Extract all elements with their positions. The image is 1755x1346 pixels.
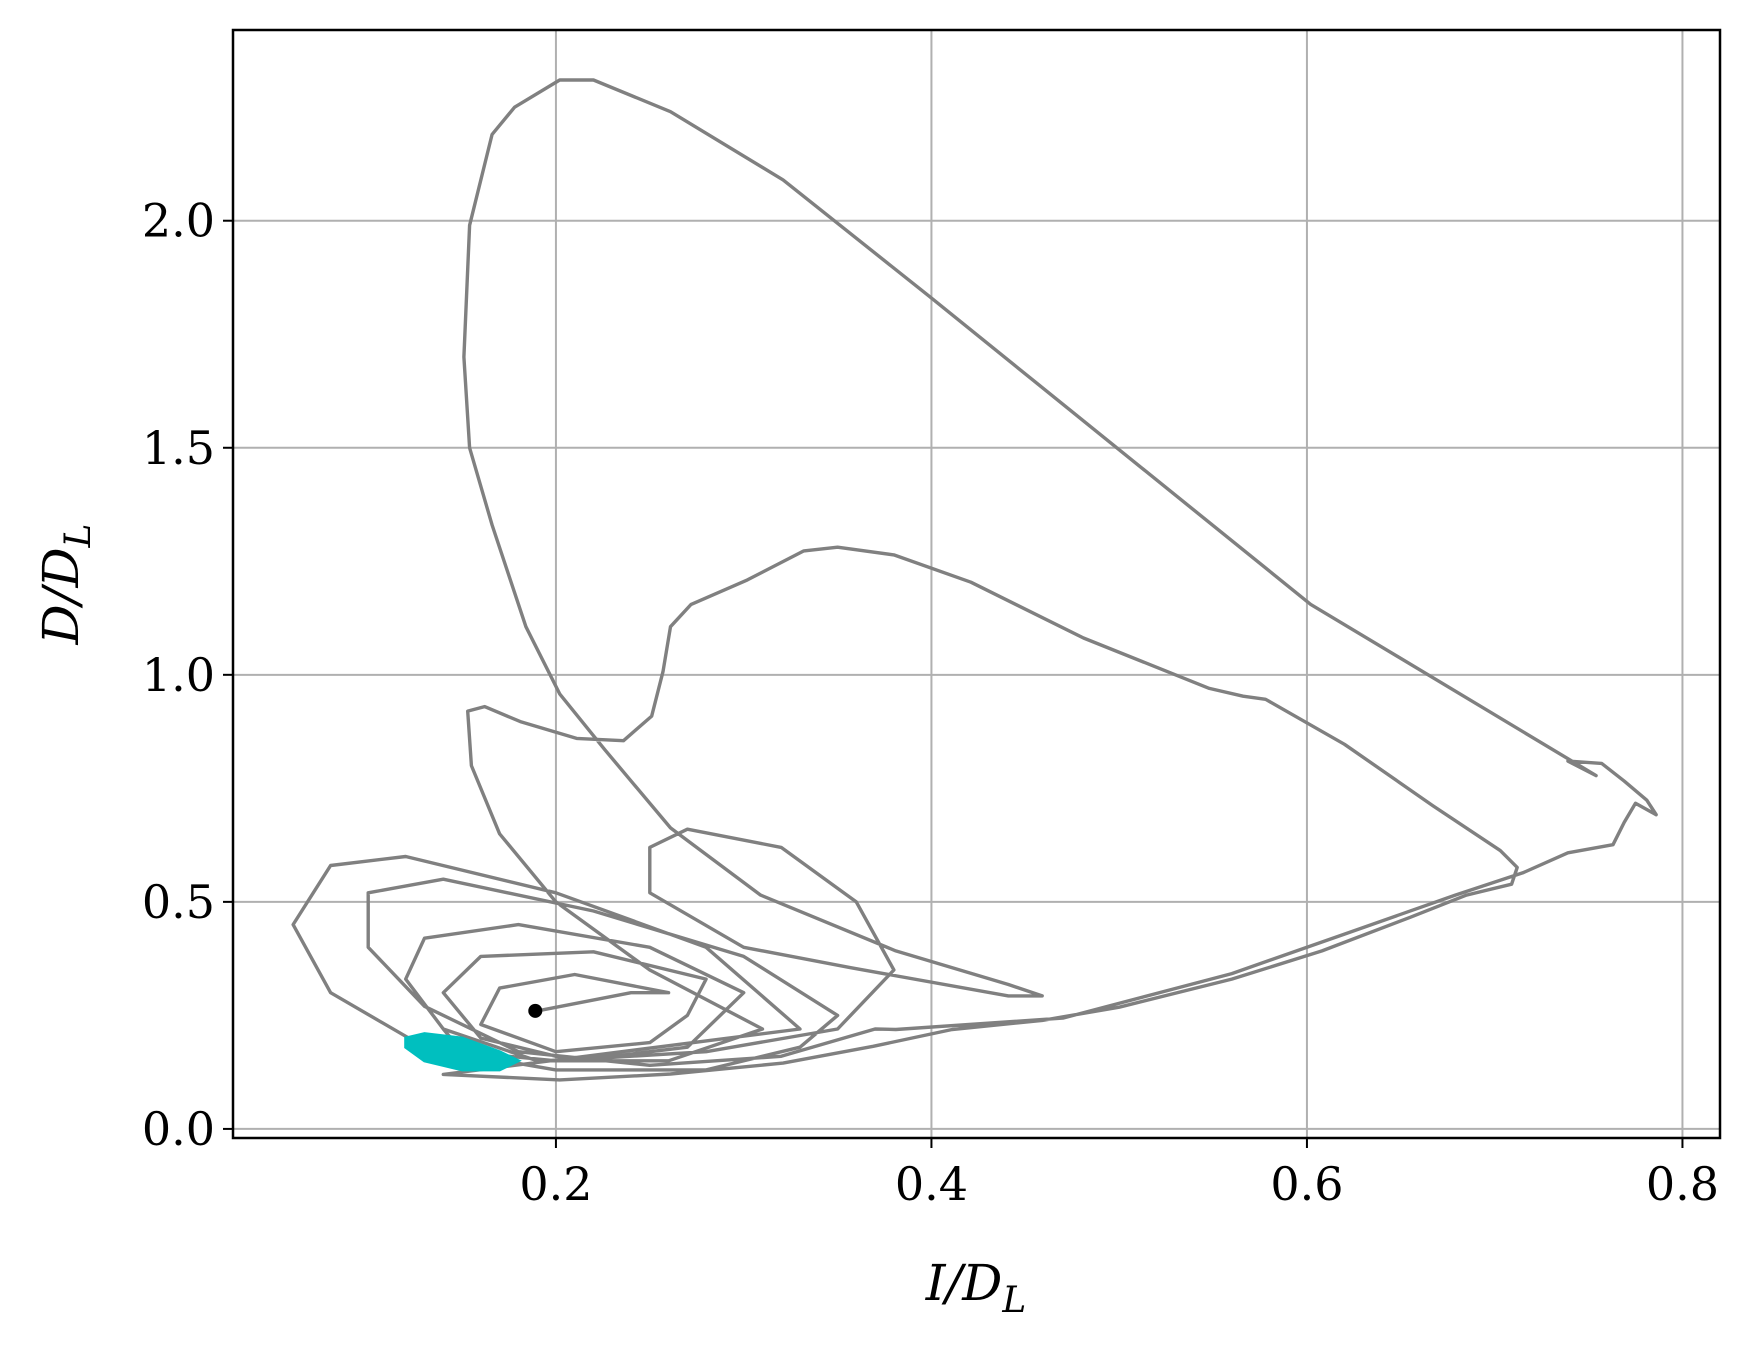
x-label-main: I/D xyxy=(925,1254,1003,1312)
plot-area xyxy=(291,78,1658,1082)
x-tick-label: 0.8 xyxy=(1646,1157,1719,1211)
y-label-sub: L xyxy=(58,524,99,549)
point xyxy=(528,1003,543,1018)
plot-frame xyxy=(231,28,1722,1140)
x-tick-label: 0.4 xyxy=(895,1157,968,1211)
filled-region xyxy=(404,1032,522,1072)
y-tick-label: 1.5 xyxy=(142,421,215,475)
grid xyxy=(233,30,1720,1138)
x-tick-label: 0.2 xyxy=(519,1157,592,1211)
x-label-sub: L xyxy=(1001,1280,1026,1321)
y-tick-label: 0.5 xyxy=(142,875,215,929)
trajectory-line xyxy=(291,78,1658,1082)
y-axis-label: D/DL xyxy=(32,524,99,646)
y-label-main: D/D xyxy=(32,547,90,645)
x-axis-label: I/DL xyxy=(925,1254,1027,1321)
y-tick-label: 2.0 xyxy=(142,194,215,248)
y-tick-label: 0.0 xyxy=(142,1102,215,1156)
y-tick-label: 1.0 xyxy=(142,648,215,702)
ticks: 0.2 0.4 0.6 0.8 0.0 0.5 1.0 1.5 2.0 xyxy=(142,194,1719,1211)
x-tick-label: 0.6 xyxy=(1270,1157,1343,1211)
